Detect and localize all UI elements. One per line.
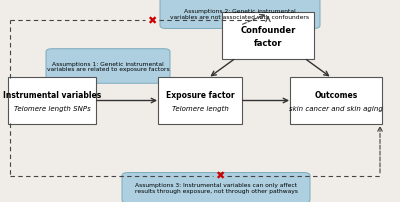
Text: Exposure factor: Exposure factor <box>166 90 234 99</box>
Text: Assumptions 1: Genetic instrumental
variables are related to exposure factors: Assumptions 1: Genetic instrumental vari… <box>47 61 169 72</box>
FancyBboxPatch shape <box>46 49 170 84</box>
FancyBboxPatch shape <box>122 173 310 202</box>
Text: Confounder: Confounder <box>240 26 296 35</box>
Text: Instrumental variables: Instrumental variables <box>3 90 101 99</box>
FancyBboxPatch shape <box>158 78 242 124</box>
FancyBboxPatch shape <box>8 78 96 124</box>
Text: factor: factor <box>254 39 282 48</box>
FancyBboxPatch shape <box>290 78 382 124</box>
Text: ✖: ✖ <box>215 171 225 181</box>
Text: Assumptions 3: Instrumental variables can only affect
results through exposure, : Assumptions 3: Instrumental variables ca… <box>134 182 298 193</box>
Text: ✖: ✖ <box>147 16 157 26</box>
Text: Telomere length SNPs: Telomere length SNPs <box>14 105 90 111</box>
Text: Assumptions 2: Genetic instrumental
variables are not associated with confounder: Assumptions 2: Genetic instrumental vari… <box>170 9 310 20</box>
Text: Outcomes: Outcomes <box>314 90 358 99</box>
Text: skin cancer and skin aging: skin cancer and skin aging <box>289 105 383 111</box>
FancyBboxPatch shape <box>160 0 320 29</box>
Text: Telomere length: Telomere length <box>172 105 228 111</box>
FancyBboxPatch shape <box>222 13 314 60</box>
